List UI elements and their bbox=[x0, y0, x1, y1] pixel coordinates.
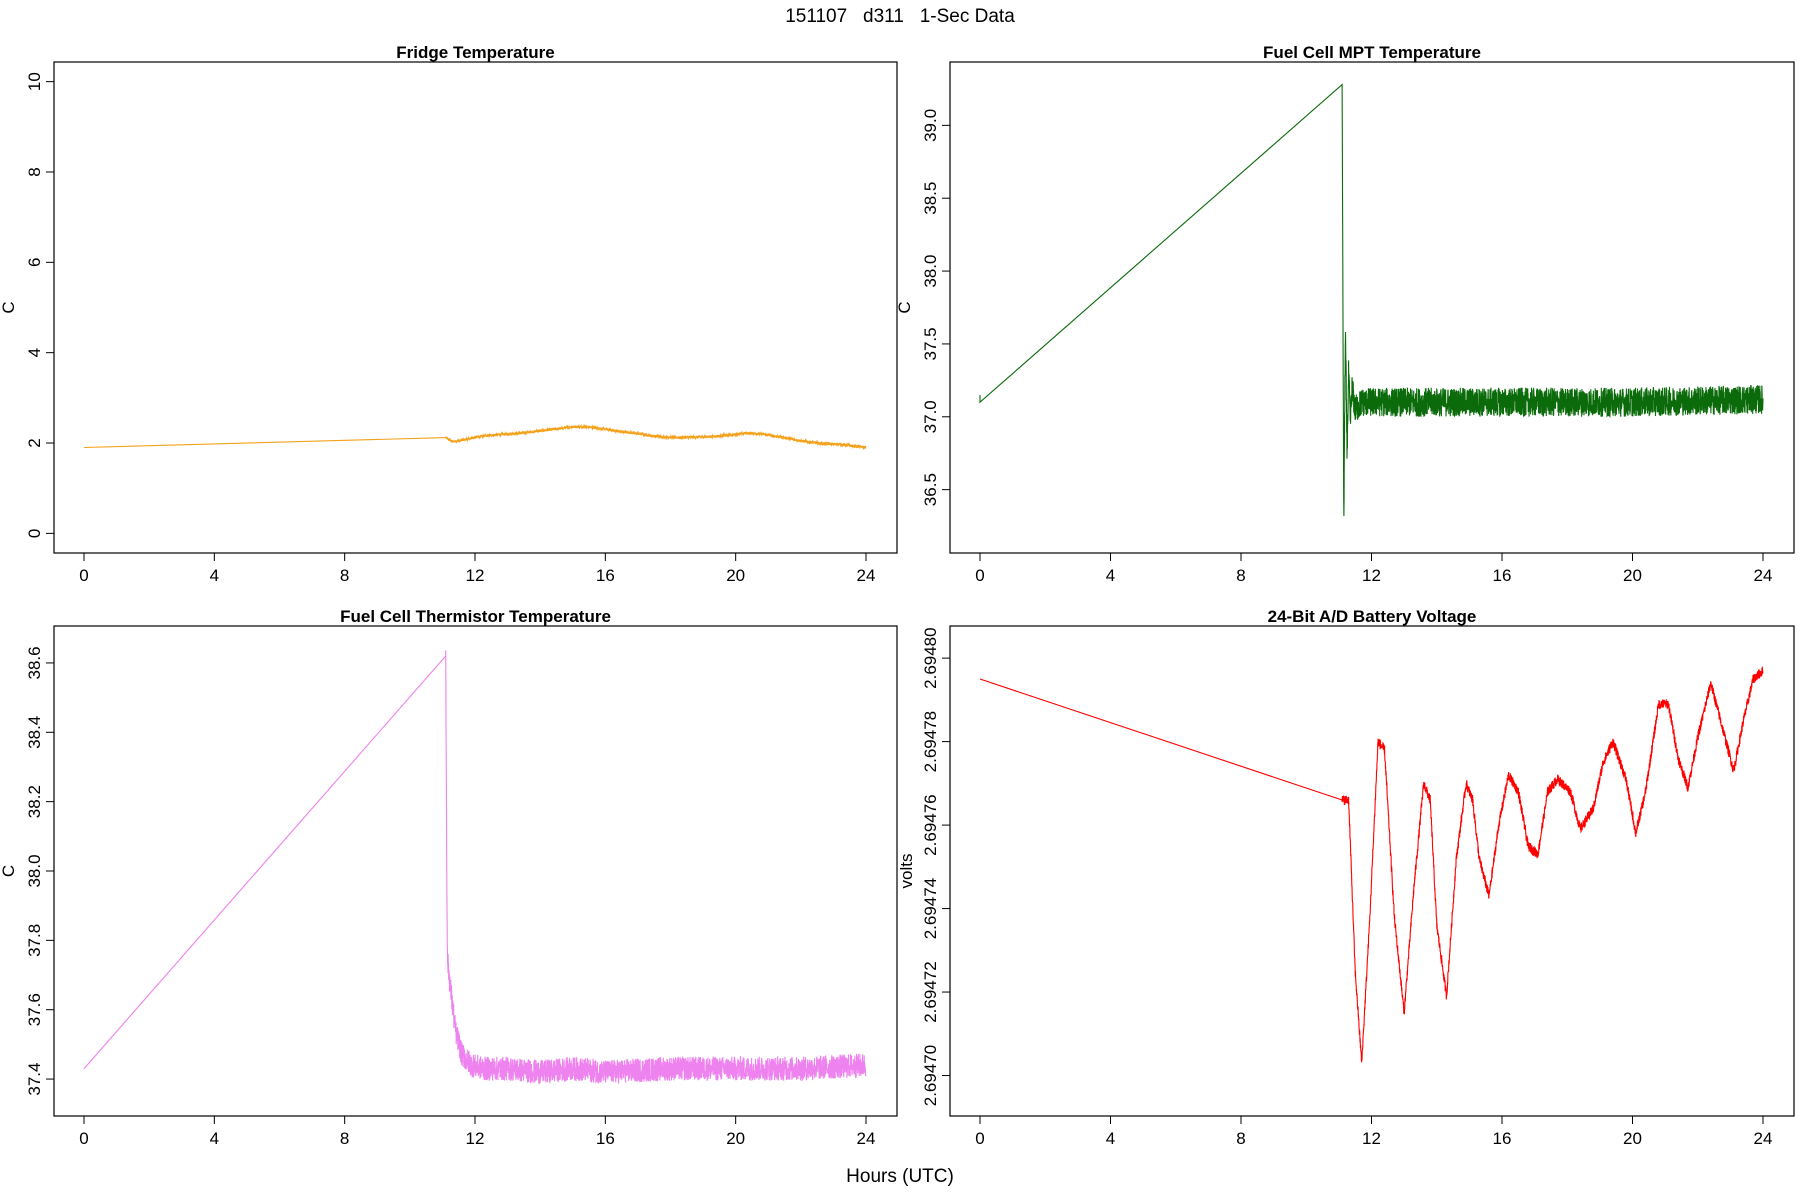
y-tick-label: 2.69476 bbox=[921, 794, 940, 855]
y-tick-label: 2.69474 bbox=[921, 878, 940, 939]
y-tick-label: 36.5 bbox=[921, 473, 940, 506]
x-tick-label: 0 bbox=[975, 1129, 984, 1148]
x-tick-label: 20 bbox=[1623, 566, 1642, 585]
y-tick-label: 37.5 bbox=[921, 327, 940, 360]
panel-title: Fuel Cell Thermistor Temperature bbox=[340, 607, 611, 626]
y-tick-label: 38.5 bbox=[921, 182, 940, 215]
y-tick-label: 38.0 bbox=[921, 255, 940, 288]
x-tick-label: 16 bbox=[1493, 566, 1512, 585]
y-tick-label: 37.8 bbox=[25, 924, 44, 957]
y-tick-label: 39.0 bbox=[921, 109, 940, 142]
x-tick-label: 24 bbox=[857, 566, 876, 585]
x-tick-label: 4 bbox=[210, 566, 219, 585]
x-tick-label: 16 bbox=[596, 1129, 615, 1148]
y-tick-label: 37.0 bbox=[921, 400, 940, 433]
series-line bbox=[83, 423, 867, 451]
y-tick-label: 38.4 bbox=[25, 716, 44, 749]
x-tick-label: 4 bbox=[1106, 566, 1115, 585]
series-line bbox=[83, 650, 867, 1085]
x-tick-label: 4 bbox=[210, 1129, 219, 1148]
y-tick-label: 8 bbox=[25, 167, 44, 176]
x-tick-label: 20 bbox=[726, 566, 745, 585]
x-tick-label: 8 bbox=[340, 1129, 349, 1148]
series-line bbox=[979, 666, 1764, 1063]
panel-title: 24-Bit A/D Battery Voltage bbox=[1268, 607, 1477, 626]
plot-frame bbox=[53, 625, 898, 1117]
x-tick-label: 8 bbox=[340, 566, 349, 585]
chart-panel: Fuel Cell Thermistor Temperature 0 4 8 12 16 2… bbox=[0, 607, 898, 1148]
x-tick-label: 16 bbox=[1493, 1129, 1512, 1148]
y-axis-label: C bbox=[0, 865, 18, 877]
figure-title: 151107 d311 1-Sec Data bbox=[785, 6, 1015, 27]
x-tick-label: 24 bbox=[1754, 1129, 1773, 1148]
y-tick-label: 37.6 bbox=[25, 993, 44, 1026]
x-tick-label: 4 bbox=[1106, 1129, 1115, 1148]
y-tick-label: 38.6 bbox=[25, 646, 44, 679]
x-tick-label: 8 bbox=[1236, 566, 1245, 585]
x-tick-label: 12 bbox=[1362, 566, 1381, 585]
x-tick-label: 12 bbox=[1362, 1129, 1381, 1148]
x-tick-label: 24 bbox=[1754, 566, 1773, 585]
panel-title: Fuel Cell MPT Temperature bbox=[1263, 43, 1481, 62]
y-tick-label: 38.0 bbox=[25, 854, 44, 887]
y-axis-label: volts bbox=[897, 854, 916, 889]
chart-panel: 24-Bit A/D Battery Voltage 0 4 8 12 16 20 24 2.6… bbox=[897, 607, 1795, 1148]
y-axis-label: C bbox=[0, 301, 18, 313]
x-tick-label: 20 bbox=[726, 1129, 745, 1148]
y-tick-label: 2 bbox=[25, 438, 44, 447]
y-tick-label: 0 bbox=[25, 529, 44, 538]
x-tick-label: 12 bbox=[466, 566, 485, 585]
y-tick-label: 37.4 bbox=[25, 1063, 44, 1096]
x-tick-label: 24 bbox=[857, 1129, 876, 1148]
panel-title: Fridge Temperature bbox=[396, 43, 554, 62]
chart-panel: Fuel Cell MPT Temperature 0 4 8 12 16 20 24 36.5… bbox=[895, 43, 1795, 585]
y-tick-label: 2.69480 bbox=[921, 627, 940, 688]
series-line bbox=[979, 83, 1764, 517]
plot-frame bbox=[53, 61, 898, 554]
x-tick-label: 0 bbox=[79, 566, 88, 585]
y-tick-label: 4 bbox=[25, 348, 44, 357]
x-axis-label: Hours (UTC) bbox=[846, 1166, 954, 1187]
x-tick-label: 20 bbox=[1623, 1129, 1642, 1148]
x-tick-label: 12 bbox=[466, 1129, 485, 1148]
y-axis-label: C bbox=[895, 301, 914, 313]
x-tick-label: 0 bbox=[79, 1129, 88, 1148]
y-tick-label: 10 bbox=[25, 72, 44, 91]
x-tick-label: 16 bbox=[596, 566, 615, 585]
y-tick-label: 38.2 bbox=[25, 785, 44, 818]
plot-frame bbox=[949, 61, 1795, 554]
y-tick-label: 6 bbox=[25, 258, 44, 267]
y-tick-label: 2.69478 bbox=[921, 711, 940, 772]
y-tick-label: 2.69470 bbox=[921, 1045, 940, 1106]
y-tick-label: 2.69472 bbox=[921, 961, 940, 1022]
x-tick-label: 8 bbox=[1236, 1129, 1245, 1148]
x-tick-label: 0 bbox=[975, 566, 984, 585]
